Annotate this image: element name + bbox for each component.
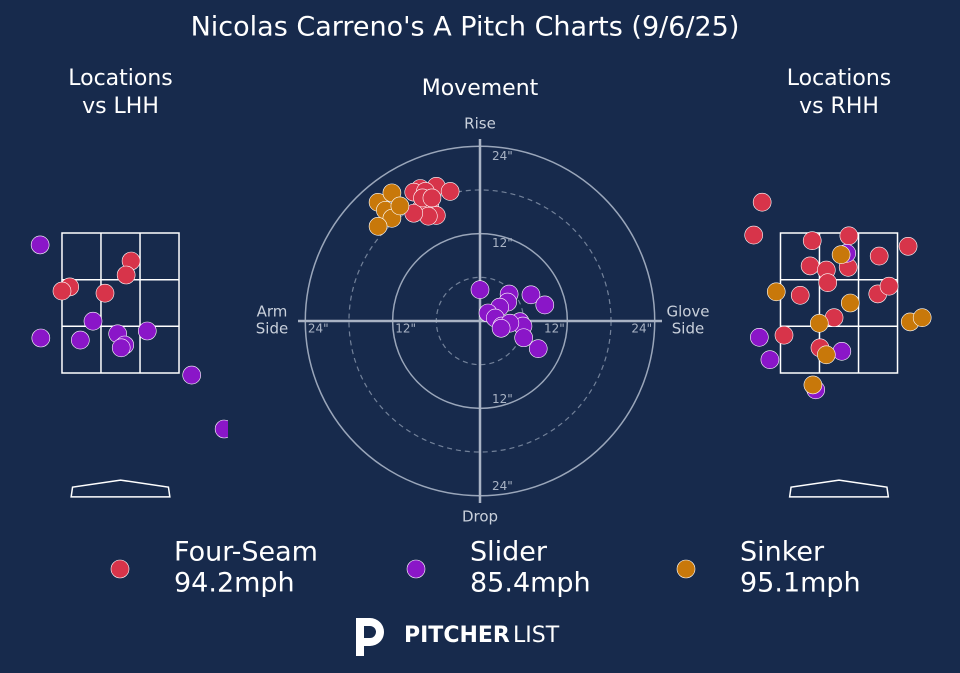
movement-point <box>491 318 511 338</box>
pitch-point <box>803 375 823 395</box>
x-tick-label: 24" <box>631 322 652 336</box>
movement-point <box>528 339 548 358</box>
pitch-point <box>182 365 202 385</box>
panel-title: vs LHH <box>82 94 159 119</box>
x-tick-label: 24" <box>308 322 329 336</box>
pitch-point <box>760 350 780 370</box>
pitch-point <box>766 282 786 302</box>
movement-point <box>368 217 388 236</box>
points <box>744 192 932 400</box>
legend-velocity: 95.1mph <box>740 568 861 599</box>
movement-point <box>535 295 555 315</box>
pitch-point <box>869 246 889 266</box>
pitch-point <box>214 419 228 439</box>
x-tick-label: 12" <box>395 322 416 336</box>
pitch-point <box>111 338 131 358</box>
logo: PITCHER LIST <box>356 618 560 656</box>
strike-zone <box>61 232 180 374</box>
pitch-point <box>30 235 50 255</box>
y-tick-label: 24" <box>492 479 513 493</box>
axis-label: Side <box>672 320 704 338</box>
movement-point <box>514 328 533 348</box>
pitch-point <box>83 311 103 331</box>
pitch-point <box>744 225 763 245</box>
pitch-point <box>840 293 860 313</box>
legend-marker <box>110 559 130 579</box>
y-tick-label: 12" <box>492 236 513 250</box>
movement-point <box>440 182 460 201</box>
pitch-point <box>898 237 918 256</box>
points <box>30 235 228 439</box>
pitch-point <box>818 273 838 293</box>
pitch-point <box>95 283 115 303</box>
pitch-point <box>774 325 794 345</box>
home-plate <box>70 479 171 498</box>
axis-label: Side <box>256 320 288 338</box>
panel-title: Locations <box>787 66 892 91</box>
legend-name: Four-Seam <box>174 537 318 568</box>
x-tick-label: 12" <box>544 322 565 336</box>
movement-point <box>390 196 410 216</box>
logo-text-bold: PITCHER <box>404 623 510 648</box>
logo-text-light: LIST <box>513 623 560 648</box>
pitch-point <box>137 321 157 341</box>
pitch-point <box>817 345 836 365</box>
pitch-point <box>750 327 769 347</box>
legend-name: Sinker <box>740 537 825 568</box>
pitch-point <box>839 226 859 246</box>
legend-name: Slider <box>470 537 548 568</box>
pitch-point <box>809 313 829 333</box>
movement-point <box>470 280 490 299</box>
legend-marker <box>676 559 696 579</box>
pitch-point <box>800 256 820 276</box>
strike-zone <box>779 232 899 374</box>
panel-title: Movement <box>422 76 539 101</box>
y-tick-label: 12" <box>492 392 513 406</box>
pitch-point <box>116 265 136 285</box>
pitch-point <box>912 308 932 328</box>
pitch-point <box>790 285 810 305</box>
chart-title: Nicolas Carreno's A Pitch Charts (9/6/25… <box>191 12 740 43</box>
axis-label: Drop <box>462 508 498 526</box>
axis-label: Glove <box>666 303 709 321</box>
movement-point <box>422 188 442 208</box>
pitch-point <box>879 276 899 296</box>
pitch-point <box>52 281 72 301</box>
pitch-point <box>831 245 851 264</box>
logo-icon <box>356 618 384 656</box>
y-tick-label: 24" <box>492 149 513 163</box>
legend-velocity: 85.4mph <box>470 568 591 599</box>
legend-marker <box>406 559 426 579</box>
pitch-point <box>31 328 51 348</box>
legend-velocity: 94.2mph <box>174 568 295 599</box>
movement-point <box>521 285 541 305</box>
panel-title: Locations <box>68 66 173 91</box>
pitch-point <box>802 231 822 250</box>
pitch-point <box>71 330 90 350</box>
pitch-point <box>752 192 772 212</box>
axis-label: Rise <box>464 115 496 133</box>
pitch-point <box>832 341 852 361</box>
axis-label: Arm <box>257 303 288 321</box>
home-plate <box>788 479 890 498</box>
panel-title: vs RHH <box>799 94 879 119</box>
